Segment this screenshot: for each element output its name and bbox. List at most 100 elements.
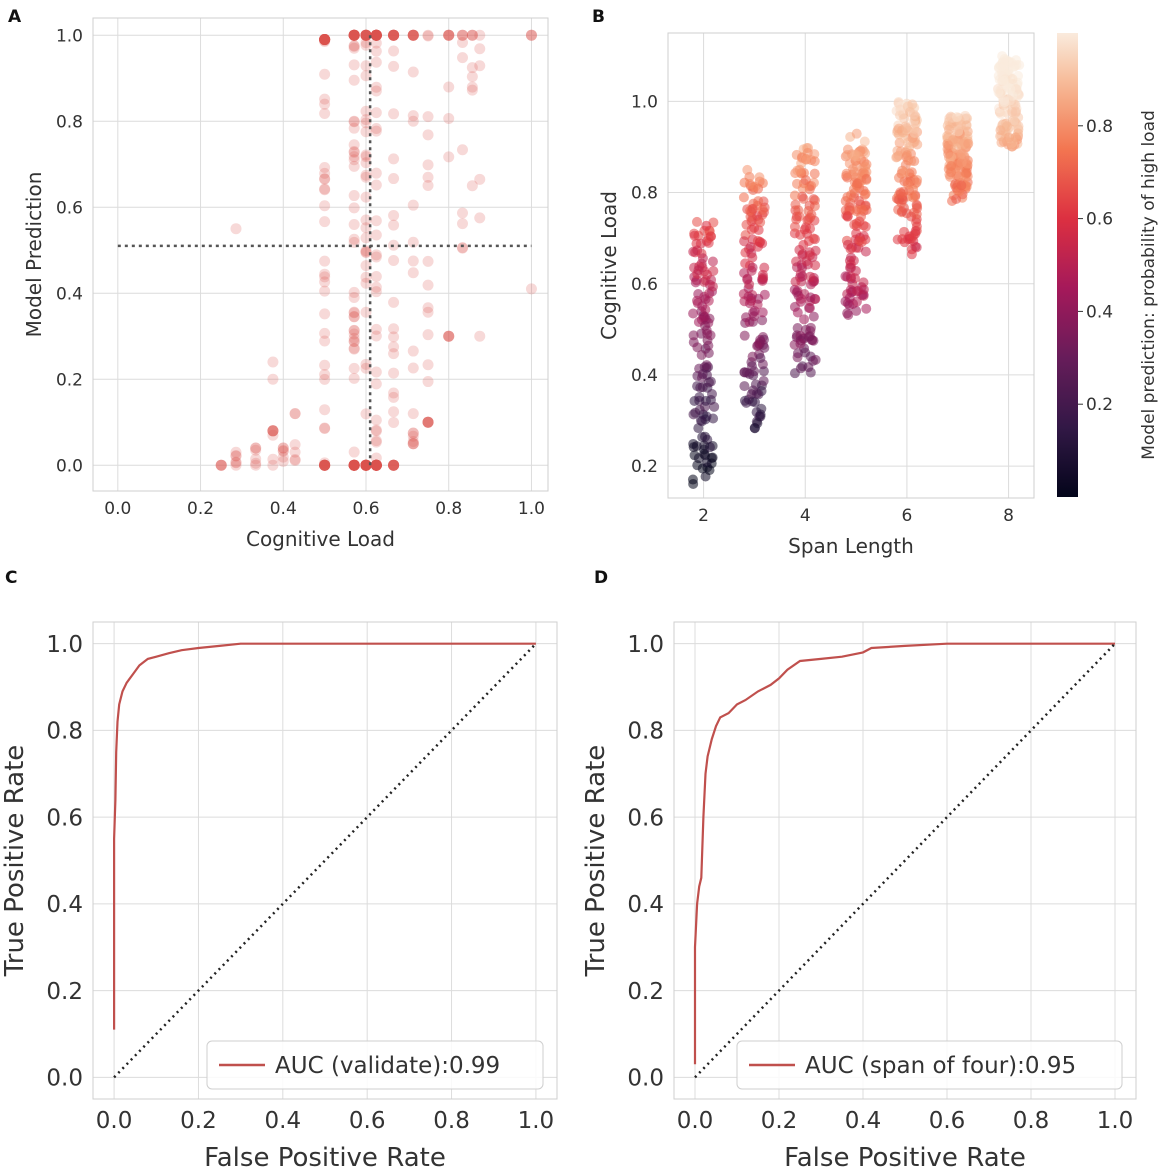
scatter-point: [267, 425, 279, 437]
scatter-point: [792, 307, 803, 318]
scatter-point: [360, 29, 372, 41]
scatter-point: [943, 124, 954, 135]
x-tick-label: 0.4: [270, 499, 297, 519]
scatter-point: [388, 459, 400, 471]
scatter-point: [360, 459, 372, 471]
scatter-point: [319, 459, 331, 471]
scatter-point: [348, 459, 360, 471]
scatter-point: [958, 149, 969, 160]
scatter-point: [809, 168, 820, 179]
scatter-point: [740, 258, 751, 269]
scatter-point: [289, 408, 301, 420]
scatter-point: [422, 416, 434, 428]
scatter-point: [348, 160, 360, 172]
scatter-point: [348, 29, 360, 41]
scatter-point: [790, 199, 801, 210]
scatter-point: [360, 408, 372, 420]
scatter-point: [360, 29, 372, 41]
scatter-point: [370, 435, 382, 447]
scatter-point: [319, 34, 331, 45]
scatter-point: [443, 29, 455, 41]
scatter-point: [457, 207, 469, 219]
scatter-point: [707, 281, 718, 292]
scatter-point: [388, 173, 400, 185]
y-tick-label: 0.2: [631, 457, 658, 477]
y-axis-label: Cognitive Load: [597, 191, 621, 340]
panel-label: A: [8, 7, 22, 27]
scatter-point: [422, 129, 434, 141]
scatter-point: [215, 459, 227, 471]
scatter-point: [360, 459, 372, 471]
scatter-point: [250, 453, 262, 465]
y-tick-label: 0.6: [56, 198, 83, 218]
scatter-point: [360, 222, 372, 234]
scatter-point: [370, 29, 382, 41]
scatter-point: [801, 256, 812, 267]
scatter-point: [360, 29, 372, 41]
scatter-point: [801, 154, 812, 165]
scatter-point: [215, 459, 227, 471]
colorbar-tick-label: 0.8: [1086, 117, 1113, 137]
scatter-point: [348, 459, 360, 471]
scatter-point: [319, 34, 331, 45]
scatter-point: [899, 167, 910, 178]
scatter-point: [250, 444, 262, 456]
scatter-point: [360, 245, 372, 257]
scatter-point: [749, 311, 760, 322]
scatter-point: [348, 29, 360, 41]
scatter-point: [751, 388, 762, 399]
panel-a: 0.0 0.2 0.4 0.6 0.8 1.0 0.0 0.2 0.4 0.6 0.8 1.0 Cogn…: [8, 7, 549, 551]
scatter-point: [267, 429, 279, 441]
scatter-point: [388, 153, 400, 165]
scatter-point: [906, 167, 917, 178]
scatter-point: [348, 343, 360, 355]
scatter-point: [797, 191, 808, 202]
scatter-point: [422, 30, 434, 42]
scatter-point: [388, 323, 400, 335]
panel-d: 0.0 0.2 0.4 0.6 0.8 1.0 0.0 0.2 0.4 0.6 0.8 1.0 Fals…: [581, 568, 1137, 1168]
scatter-point: [267, 425, 279, 437]
legend-box: [206, 1040, 544, 1090]
plot-frame: [92, 17, 549, 492]
scatter-point: [289, 446, 301, 458]
y-tick-label: 0.6: [627, 805, 664, 831]
scatter-point: [810, 354, 821, 365]
x-tick-label: 4: [800, 506, 811, 526]
scatter-point: [842, 239, 853, 250]
scatter-point: [407, 427, 419, 439]
scatter-points: [215, 29, 537, 471]
scatter-point: [757, 315, 768, 326]
scatter-point: [388, 416, 400, 428]
scatter-point: [370, 459, 382, 471]
scatter-point: [230, 456, 242, 468]
colorbar-label: Model prediction: probability of high lo…: [1139, 110, 1159, 460]
scatter-point: [319, 34, 331, 45]
scatter-point: [348, 29, 360, 41]
scatter-point: [370, 459, 382, 471]
scatter-point: [348, 459, 360, 471]
scatter-point: [457, 29, 469, 41]
scatter-point: [707, 256, 718, 267]
scatter-point: [360, 459, 372, 471]
scatter-point: [466, 84, 478, 96]
scatter-point: [474, 173, 486, 185]
scatter-point: [739, 330, 750, 341]
scatter-point: [912, 174, 923, 185]
scatter-point: [422, 171, 434, 183]
scatter-point: [700, 431, 711, 442]
scatter-point: [348, 151, 360, 163]
scatter-point: [370, 414, 382, 426]
scatter-point: [348, 459, 360, 471]
scatter-point: [360, 191, 372, 203]
scatter-point: [360, 459, 372, 471]
scatter-point: [525, 283, 537, 295]
scatter-point: [755, 352, 766, 363]
scatter-point: [758, 375, 769, 386]
scatter-point: [319, 459, 331, 471]
scatter-point: [348, 59, 360, 71]
scatter-point: [215, 459, 227, 471]
scatter-point: [388, 29, 400, 41]
scatter-point: [810, 260, 821, 271]
scatter-point: [370, 29, 382, 41]
scatter-point: [443, 29, 455, 41]
